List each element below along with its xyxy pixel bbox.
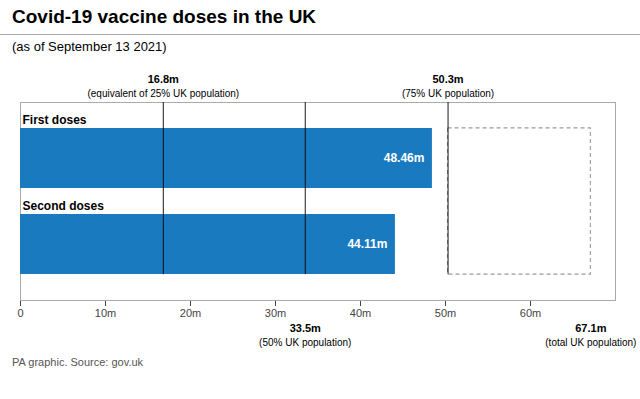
svg-text:0: 0 bbox=[17, 307, 23, 319]
svg-text:33.5m: 33.5m bbox=[290, 322, 321, 334]
svg-text:44.11m: 44.11m bbox=[347, 237, 387, 251]
html-text:Covid-19 vaccine doses in the: Covid-19 vaccine doses in the UK bbox=[12, 6, 317, 27]
svg-text:67.1m: 67.1m bbox=[575, 322, 606, 334]
svg-text:(75% UK population): (75% UK population) bbox=[402, 88, 494, 99]
svg-text:48.46m: 48.46m bbox=[384, 151, 425, 165]
svg-text:16.8m: 16.8m bbox=[148, 73, 179, 85]
svg-text:(equivalent of 25% UK populati: (equivalent of 25% UK population) bbox=[87, 88, 239, 99]
svg-text:50.3m: 50.3m bbox=[432, 73, 463, 85]
svg-text:Second doses: Second doses bbox=[23, 199, 105, 213]
svg-text:20m: 20m bbox=[180, 307, 201, 319]
svg-text:(50% UK population): (50% UK population) bbox=[259, 337, 351, 348]
svg-text:10m: 10m bbox=[95, 307, 116, 319]
svg-text:30m: 30m bbox=[265, 307, 286, 319]
html-text:PA graphic. Source: gov.uk: PA graphic. Source: gov.uk bbox=[12, 356, 144, 368]
svg-text:50m: 50m bbox=[435, 307, 456, 319]
svg-text:(total UK population): (total UK population) bbox=[545, 337, 636, 348]
svg-text:40m: 40m bbox=[350, 307, 371, 319]
svg-text:First doses: First doses bbox=[23, 113, 87, 127]
svg-text:60m: 60m bbox=[520, 307, 541, 319]
html-text:(as of September 13 2021): (as of September 13 2021) bbox=[12, 39, 167, 54]
